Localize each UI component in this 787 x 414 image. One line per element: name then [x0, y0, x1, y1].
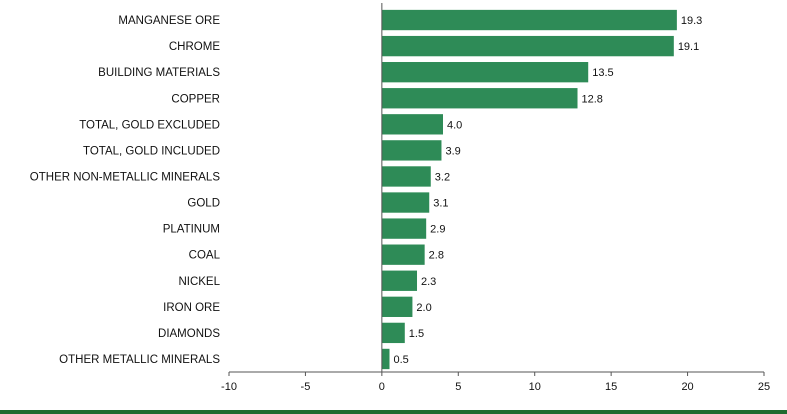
x-tick-label: -5 — [301, 381, 311, 393]
data-label: 0.5 — [394, 354, 409, 366]
bar — [381, 322, 405, 344]
bar — [381, 114, 443, 135]
data-label: 3.1 — [433, 198, 448, 210]
bar — [381, 88, 578, 109]
data-label: 4.0 — [447, 119, 462, 131]
category-label: COAL — [189, 250, 221, 262]
category-label: COPPER — [171, 93, 220, 105]
bar — [381, 9, 677, 31]
x-tick-label: 15 — [605, 381, 617, 393]
x-tick-label: 25 — [758, 381, 770, 393]
x-tick-label: 20 — [681, 381, 693, 393]
data-label: 2.3 — [421, 276, 436, 288]
data-label: 1.5 — [409, 328, 424, 340]
labels-layer: MANGANESE ORE 19.3 CHROME 19.1 BUILDING MATE… — [30, 15, 770, 393]
category-label: CHROME — [169, 41, 220, 53]
data-label: 2.9 — [430, 224, 445, 236]
bars-layer — [381, 9, 677, 370]
bar — [381, 348, 390, 370]
bar — [381, 244, 425, 265]
bar — [381, 140, 442, 161]
bar — [381, 192, 430, 213]
category-label: TOTAL, GOLD INCLUDED — [83, 145, 220, 157]
category-label: TOTAL, GOLD EXCLUDED — [79, 119, 220, 131]
data-label: 12.8 — [582, 93, 603, 105]
category-label: PLATINUM — [163, 224, 220, 236]
category-label: BUILDING MATERIALS — [98, 67, 220, 79]
data-label: 3.2 — [435, 171, 450, 183]
category-label: GOLD — [187, 198, 220, 210]
data-label: 2.0 — [416, 302, 431, 314]
data-label: 2.8 — [429, 250, 444, 262]
category-label: MANGANESE ORE — [118, 15, 220, 27]
category-label: IRON ORE — [163, 302, 220, 314]
bar — [381, 296, 413, 317]
bar — [381, 270, 418, 291]
axes-layer — [228, 3, 765, 376]
bar — [381, 35, 674, 57]
category-label: NICKEL — [178, 276, 220, 288]
x-tick-label: 5 — [455, 381, 461, 393]
bottom-rule — [0, 410, 787, 414]
x-tick-label: -10 — [221, 381, 237, 393]
data-label: 3.9 — [445, 145, 460, 157]
data-label: 19.1 — [678, 41, 699, 53]
bar — [381, 166, 431, 187]
x-tick-label: 0 — [379, 381, 385, 393]
category-label: OTHER NON-METALLIC MINERALS — [30, 171, 221, 183]
bar — [381, 218, 427, 239]
category-label: DIAMONDS — [158, 328, 220, 340]
x-tick-label: 10 — [529, 381, 541, 393]
data-label: 19.3 — [681, 15, 702, 27]
data-label: 13.5 — [592, 67, 613, 79]
category-label: OTHER METALLIC MINERALS — [59, 354, 220, 366]
bar — [381, 62, 589, 83]
